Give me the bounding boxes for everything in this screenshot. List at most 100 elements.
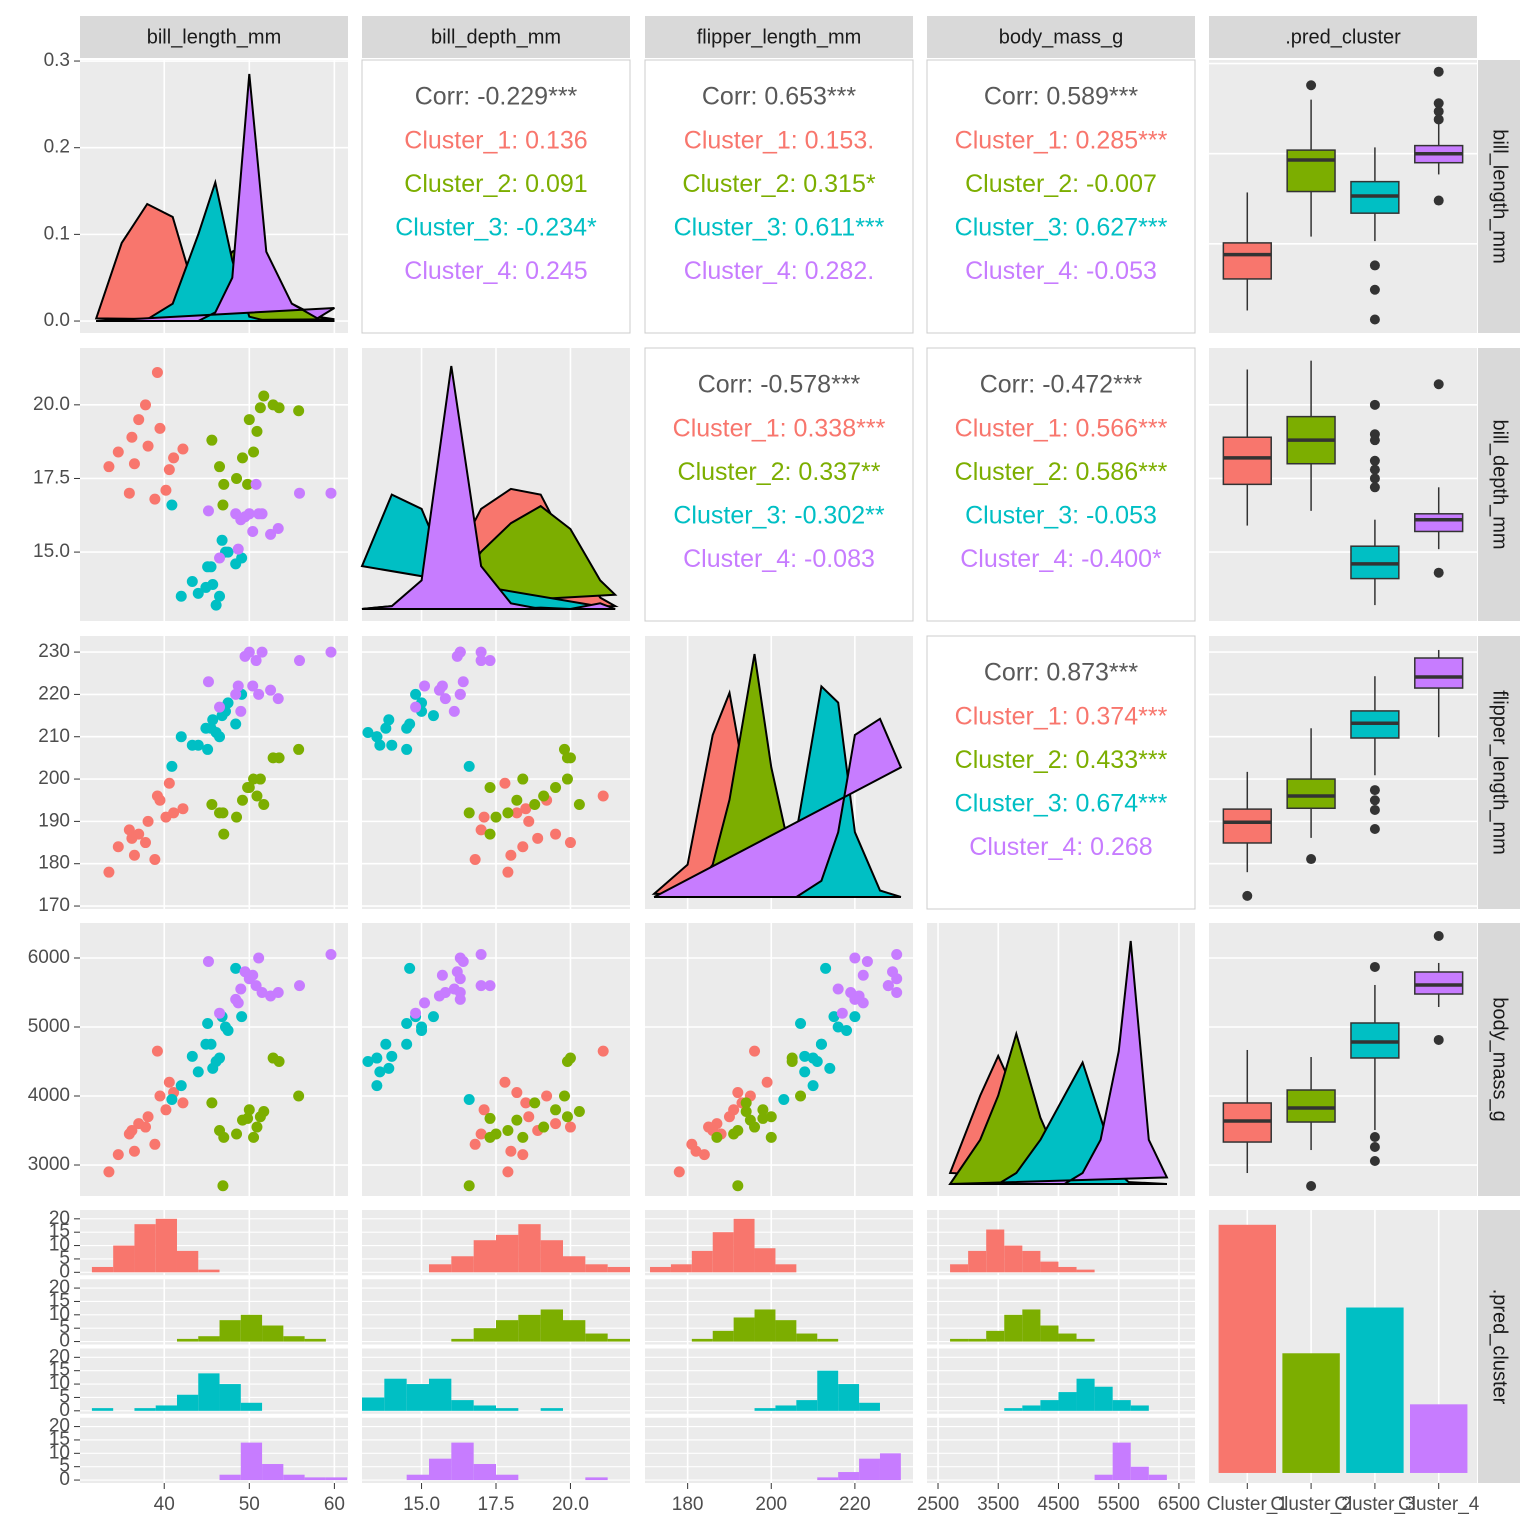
histogram-bar — [1058, 1266, 1077, 1273]
histogram-bar — [691, 1250, 713, 1273]
point — [499, 1076, 511, 1088]
y-tick-label: 20 — [49, 1416, 70, 1437]
point — [248, 773, 260, 785]
y-tick-label: 3000 — [28, 1154, 70, 1175]
point — [253, 688, 265, 700]
corr-cluster-text: Cluster_3: 0.627*** — [955, 214, 1168, 242]
histogram-bar — [240, 1442, 263, 1481]
point — [239, 650, 251, 662]
point — [362, 727, 374, 739]
bar — [1346, 1307, 1404, 1473]
corr-cluster-text: Cluster_1: 0.374*** — [955, 703, 1168, 731]
point — [200, 1038, 212, 1050]
corr-cluster-text: Cluster_1: 0.285*** — [955, 127, 1168, 155]
point — [799, 1050, 811, 1062]
point — [436, 969, 448, 981]
strip-top — [362, 16, 630, 58]
y-tick-label: 210 — [38, 726, 70, 747]
outlier — [1433, 567, 1444, 578]
histogram-bar — [155, 1405, 177, 1411]
point — [597, 790, 609, 802]
point — [517, 773, 529, 785]
point — [325, 646, 337, 658]
corr-text: Corr: -0.472*** — [980, 371, 1143, 399]
histogram-bar — [796, 1333, 818, 1342]
histogram-bar — [754, 1248, 776, 1273]
point — [142, 815, 154, 827]
histogram-bar — [1076, 1269, 1095, 1273]
x-tick-label: 180 — [672, 1494, 704, 1515]
point — [439, 986, 451, 998]
point — [258, 1106, 270, 1118]
point — [475, 824, 487, 836]
histogram-bar — [1004, 1408, 1023, 1411]
point — [561, 773, 573, 785]
histogram-bar — [91, 1266, 114, 1273]
point — [550, 1118, 562, 1130]
y-tick-label: 15.0 — [33, 541, 70, 562]
corr-cluster-text: Cluster_3: -0.234* — [395, 214, 597, 242]
point — [251, 425, 263, 437]
point — [237, 452, 249, 464]
point — [463, 760, 475, 772]
point — [761, 1076, 773, 1088]
box — [1286, 778, 1336, 810]
histogram-bar — [518, 1224, 541, 1273]
x-tick-label: Cluster_2 — [1270, 1494, 1351, 1515]
x-tick-label: 3500 — [977, 1494, 1019, 1515]
outlier — [1433, 114, 1444, 125]
outlier — [1369, 824, 1380, 835]
y-tick-label: 17.5 — [33, 467, 70, 488]
histogram-bar — [496, 1234, 519, 1273]
histogram-bar — [733, 1317, 755, 1342]
point — [126, 431, 138, 443]
corr-cluster-text: Cluster_3: -0.302** — [673, 502, 885, 530]
point — [230, 993, 242, 1005]
point — [214, 1052, 226, 1064]
outlier — [1369, 804, 1380, 815]
point — [849, 952, 861, 964]
point — [475, 1128, 487, 1140]
strip-top — [927, 16, 1195, 58]
outlier — [1369, 961, 1380, 972]
histogram-bar — [859, 1402, 880, 1411]
point — [254, 402, 266, 414]
point — [436, 680, 448, 692]
corr-panel — [926, 59, 1196, 334]
bar — [1218, 1224, 1276, 1473]
point — [484, 782, 496, 794]
point — [247, 969, 259, 981]
point — [230, 962, 242, 974]
strip-right-label: body_mass_g — [1489, 997, 1511, 1122]
point — [573, 798, 585, 810]
histogram-bar — [950, 1338, 969, 1342]
strip-right-label: flipper_length_mm — [1489, 690, 1511, 855]
histogram-bar — [712, 1330, 734, 1342]
x-tick-label: 17.5 — [478, 1494, 515, 1515]
point — [451, 966, 463, 978]
histogram-bar — [563, 1256, 586, 1273]
point — [857, 969, 869, 981]
point — [740, 1106, 752, 1118]
point — [192, 739, 204, 751]
point — [416, 1024, 428, 1036]
point — [499, 777, 511, 789]
x-tick-label: 6500 — [1158, 1494, 1200, 1515]
strip-top-label: bill_depth_mm — [431, 26, 561, 48]
histogram-bar — [1004, 1314, 1023, 1342]
point — [401, 1038, 413, 1050]
point — [202, 743, 214, 755]
point — [454, 688, 466, 700]
outlier — [1369, 1142, 1380, 1153]
point — [478, 811, 490, 823]
point — [401, 743, 413, 755]
y-tick-label: 20.0 — [33, 394, 70, 415]
y-tick-label: 20 — [49, 1208, 70, 1229]
point — [258, 798, 270, 810]
corr-cluster-text: Cluster_3: 0.611*** — [674, 214, 885, 242]
point — [861, 955, 873, 967]
point — [732, 1180, 744, 1192]
corr-cluster-text: Cluster_3: -0.053 — [965, 502, 1157, 530]
y-tick-label: 10 — [49, 1235, 70, 1256]
